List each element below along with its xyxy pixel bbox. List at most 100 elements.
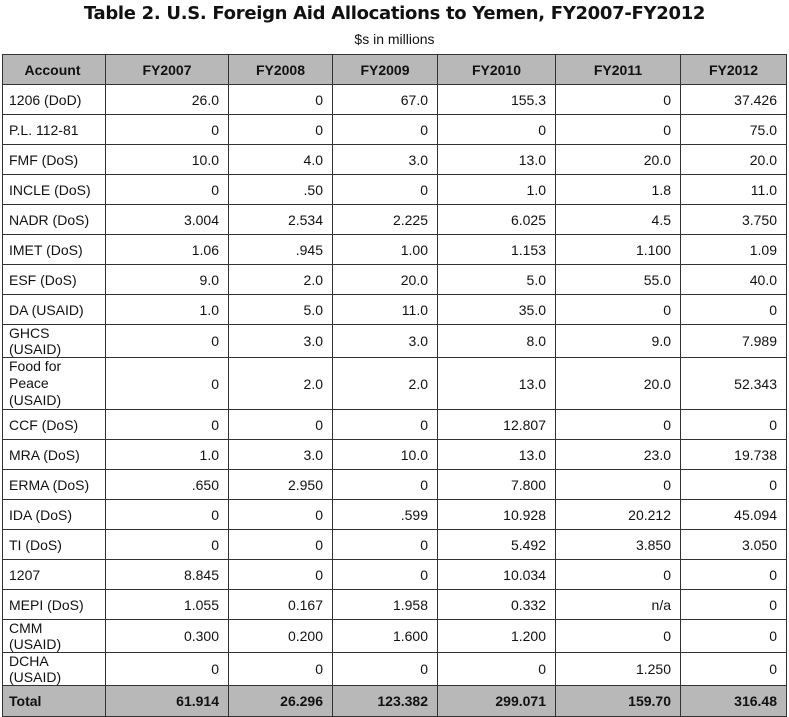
total-cell: 159.70 [555, 685, 681, 717]
total-label: Total [2, 685, 106, 717]
value-cell: .50 [228, 174, 333, 205]
value-cell: 0 [105, 324, 229, 358]
value-cell: 3.0 [332, 324, 438, 358]
value-cell: 0 [555, 84, 681, 115]
value-cell: 9.0 [555, 324, 681, 358]
value-cell: 2.0 [332, 357, 438, 410]
table-row: MRA (DoS) 1.0 3.0 10.0 13.0 23.0 19.738 [2, 439, 787, 470]
value-cell: 3.850 [555, 529, 681, 560]
value-cell: 3.050 [680, 529, 787, 560]
value-cell: 23.0 [555, 439, 681, 470]
table-row: INCLE (DoS) 0.50 0 1.0 1.8 11.0 [2, 174, 787, 205]
table-row: NADR (DoS) 3.004 2.534 2.225 6.025 4.5 3.750 [2, 204, 787, 235]
value-cell: 19.738 [680, 439, 787, 470]
column-header: FY2011 [555, 54, 681, 85]
value-cell: 1.200 [437, 619, 556, 653]
value-cell: 0 [228, 114, 333, 145]
value-cell: 37.426 [680, 84, 787, 115]
table-subtitle: $s in millions [354, 31, 435, 47]
table-row: IDA (DoS) 0 0.599 10.928 20.212 45.094 [2, 499, 787, 530]
table-row: FMF (DoS) 10.0 4.0 3.0 13.0 20.0 20.0 [2, 144, 787, 175]
account-cell: ERMA (DoS) [2, 469, 106, 500]
value-cell: 1.8 [555, 174, 681, 205]
account-cell: MRA (DoS) [2, 439, 106, 470]
value-cell: 1.153 [437, 234, 556, 265]
table-row: CMM (USAID) 0.300 0.200 1.600 1.200 0 0 [2, 619, 787, 653]
value-cell: 0 [680, 469, 787, 500]
value-cell: 0.167 [228, 589, 333, 620]
value-cell: 20.212 [555, 499, 681, 530]
value-cell: 0 [105, 357, 229, 410]
value-cell: 0 [228, 84, 333, 115]
value-cell: 3.0 [228, 439, 333, 470]
value-cell: 0 [680, 652, 787, 686]
value-cell: 2.534 [228, 204, 333, 235]
value-cell: 12.807 [437, 409, 556, 440]
value-cell: 0 [332, 469, 438, 500]
table-row: 1206 (DoD) 26.0 0 67.0 155.3 0 37.426 [2, 84, 787, 115]
account-cell: IMET (DoS) [2, 234, 106, 265]
account-cell: NADR (DoS) [2, 204, 106, 235]
value-cell: 10.0 [332, 439, 438, 470]
value-cell: 3.004 [105, 204, 229, 235]
value-cell: 0 [437, 114, 556, 145]
value-cell: 13.0 [437, 439, 556, 470]
value-cell: 52.343 [680, 357, 787, 410]
table-row: IMET (DoS) 1.06.945 1.00 1.153 1.100 1.09 [2, 234, 787, 265]
value-cell: 0 [228, 529, 333, 560]
table-title: Table 2. U.S. Foreign Aid Allocations to… [83, 3, 706, 24]
value-cell: 0 [332, 174, 438, 205]
value-cell: 13.0 [437, 144, 556, 175]
value-cell: 0 [105, 114, 229, 145]
value-cell: 0 [680, 589, 787, 620]
value-cell: 55.0 [555, 264, 681, 295]
account-cell: CCF (DoS) [2, 409, 106, 440]
table-row: CCF (DoS) 0 0 0 12.807 0 0 [2, 409, 787, 440]
table-row: DA (USAID) 1.0 5.0 11.0 35.0 0 0 [2, 294, 787, 325]
value-cell: 5.0 [437, 264, 556, 295]
value-cell: 20.0 [555, 144, 681, 175]
value-cell: 0 [105, 499, 229, 530]
value-cell: 8.845 [105, 559, 229, 590]
value-cell: 26.0 [105, 84, 229, 115]
value-cell: 6.025 [437, 204, 556, 235]
account-cell: FMF (DoS) [2, 144, 106, 175]
value-cell: 4.5 [555, 204, 681, 235]
column-header: Account [2, 54, 106, 85]
value-cell: 1.0 [105, 439, 229, 470]
value-cell: 0 [332, 409, 438, 440]
value-cell: 0 [555, 294, 681, 325]
account-cell: IDA (DoS) [2, 499, 106, 530]
value-cell: 1.250 [555, 652, 681, 686]
value-cell: 1.0 [437, 174, 556, 205]
total-cell: 61.914 [105, 685, 229, 717]
value-cell: 0.200 [228, 619, 333, 653]
value-cell: 1.958 [332, 589, 438, 620]
table-row: P.L. 112-81 0 0 0 0 0 75.0 [2, 114, 787, 145]
total-cell: 26.296 [228, 685, 333, 717]
value-cell: 20.0 [332, 264, 438, 295]
value-cell: 3.750 [680, 204, 787, 235]
value-cell: 5.0 [228, 294, 333, 325]
column-header: FY2009 [332, 54, 438, 85]
account-cell: ESF (DoS) [2, 264, 106, 295]
value-cell: .945 [228, 234, 333, 265]
account-cell: GHCS (USAID) [2, 324, 106, 358]
table-row: MEPI (DoS) 1.055 0.167 1.958 0.332 n/a 0 [2, 589, 787, 620]
total-cell: 123.382 [332, 685, 438, 717]
value-cell: 5.492 [437, 529, 556, 560]
value-cell: 2.0 [228, 357, 333, 410]
table-row: DCHA (USAID) 0 0 0 0 1.250 0 [2, 652, 787, 686]
table-row: 1207 8.845 0 0 10.034 0 0 [2, 559, 787, 590]
table-row: Food for Peace (USAID) 0 2.0 2.0 13.0 20.0 52.… [2, 357, 787, 410]
value-cell: 11.0 [332, 294, 438, 325]
value-cell: 0 [228, 652, 333, 686]
account-cell: 1207 [2, 559, 106, 590]
account-cell: P.L. 112-81 [2, 114, 106, 145]
value-cell: 20.0 [555, 357, 681, 410]
value-cell: 0 [105, 409, 229, 440]
table-row: ESF (DoS) 9.0 2.0 20.0 5.0 55.0 40.0 [2, 264, 787, 295]
account-cell: CMM (USAID) [2, 619, 106, 653]
value-cell: 4.0 [228, 144, 333, 175]
